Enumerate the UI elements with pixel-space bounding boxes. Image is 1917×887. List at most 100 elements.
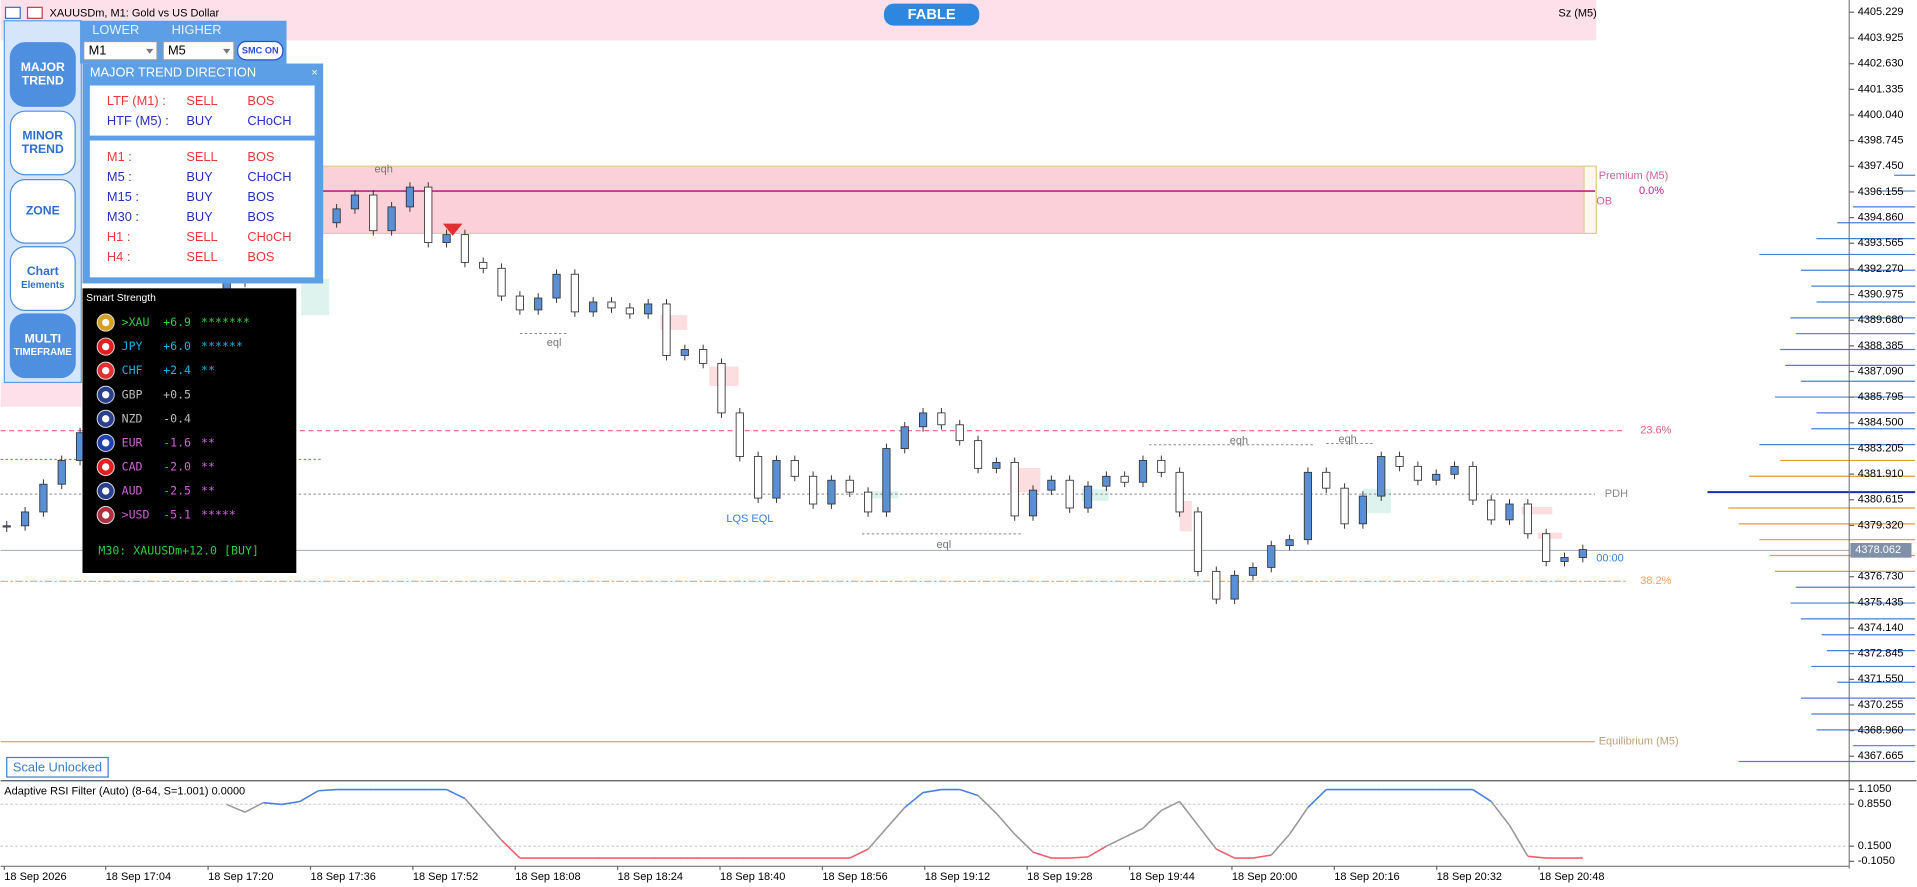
dropdown-arrow	[222, 48, 231, 54]
candle	[1028, 489, 1038, 517]
higher-select[interactable]	[162, 40, 235, 61]
volume-profile	[1707, 174, 1916, 763]
candle	[754, 456, 763, 499]
candle	[1395, 456, 1404, 467]
candle	[772, 460, 781, 499]
trend-structure: CHoCH	[247, 113, 291, 128]
candle	[1248, 566, 1258, 576]
trend-signal: BUY	[186, 209, 213, 224]
eq-lines	[0, 333, 1376, 535]
price-tick-label: 4380.615	[1858, 494, 1904, 506]
strength-stars: *****	[201, 508, 236, 522]
trend-title: MAJOR TREND DIRECTION	[90, 65, 256, 80]
indicator-segment	[464, 797, 484, 820]
trend-label: HTF (M5) :	[107, 113, 169, 128]
currency: CAD	[122, 459, 143, 473]
scale-button[interactable]	[6, 756, 109, 778]
scale-status: Scale Unlocked	[13, 759, 102, 774]
trend-summary	[89, 85, 315, 136]
strength-value: -2.0	[163, 459, 191, 473]
time-label: 18 Sep 19:44	[1130, 871, 1195, 883]
strength-value: +6.0	[163, 339, 191, 353]
candle	[332, 208, 341, 224]
annotation: eqh	[1338, 434, 1356, 446]
time-label: 18 Sep 20:48	[1539, 871, 1604, 883]
tab[interactable]: LOWER	[92, 22, 139, 37]
time-axis: 18 Sep 2026 18 Sep 17:04 18 Sep 17:20 18 Se…	[3, 866, 1604, 883]
premium-zone	[320, 165, 1597, 234]
chart-icon[interactable]	[26, 6, 43, 19]
candle	[1157, 460, 1166, 473]
sidebar-button[interactable]	[9, 42, 76, 107]
flag-center	[102, 463, 110, 471]
sidebar-button[interactable]	[9, 313, 76, 379]
level-label: 38.2%	[1640, 575, 1671, 587]
trend-timeframes	[89, 140, 315, 278]
candle	[955, 424, 964, 442]
level-label: Equilibrium (M5)	[1599, 736, 1679, 748]
price-tick-label: 4401.335	[1858, 83, 1904, 95]
annotation: eql	[937, 539, 952, 551]
price-tick-label: 4392.270	[1858, 263, 1904, 275]
indicator-segment	[849, 848, 869, 859]
trend-structure: CHoCH	[247, 229, 291, 244]
trend-signal: BUY	[186, 169, 213, 184]
price-tick-label: 4385.795	[1858, 391, 1904, 403]
candle	[1047, 479, 1056, 491]
current-price-tag	[1850, 543, 1912, 558]
candle	[1377, 456, 1386, 497]
indicator-segment	[1252, 854, 1272, 859]
annotation: 00:00	[1596, 552, 1623, 564]
sidebar-button[interactable]	[9, 246, 76, 311]
menu-icon[interactable]	[4, 6, 21, 19]
sidebar-button-label: Chart	[27, 264, 59, 278]
currency: GBP	[122, 387, 143, 401]
candle	[1468, 465, 1477, 501]
trend-label: LTF (M1) :	[107, 93, 166, 108]
price-tick-label: 4388.385	[1858, 340, 1904, 352]
indicator-tick-label: -0.1050	[1858, 855, 1895, 867]
strength-stars: **	[201, 435, 215, 449]
sidebar-button-label: TIMEFRAME	[14, 347, 73, 358]
candle	[1083, 485, 1093, 509]
indicator-segment	[482, 818, 503, 841]
candle	[1285, 539, 1294, 547]
fvg	[301, 278, 330, 316]
indicator-tick-label: 1.1050	[1858, 783, 1892, 795]
candle	[387, 206, 396, 232]
indicator-segment	[226, 803, 246, 813]
strength-value: -5.1	[163, 508, 191, 522]
trend-signal: SELL	[186, 149, 217, 164]
smc-toggle[interactable]	[237, 40, 284, 61]
close-button[interactable]: ×	[311, 67, 317, 79]
time-label: 18 Sep 18:24	[618, 871, 683, 883]
trend-label: M1 :	[107, 149, 132, 164]
current-price-label: 4378.062	[1855, 544, 1901, 556]
price-tick-label: 4402.630	[1858, 58, 1904, 70]
candle	[900, 426, 909, 449]
tab[interactable]: HIGHER	[172, 22, 222, 37]
candle	[1523, 503, 1532, 535]
candle	[515, 295, 524, 311]
price-tick-label: 4381.910	[1858, 468, 1904, 480]
strength-stars: *******	[201, 315, 250, 329]
candle	[369, 194, 378, 232]
annotation: eql	[547, 337, 562, 349]
sidebar-button[interactable]	[9, 178, 76, 244]
lower-select[interactable]	[83, 40, 158, 61]
candle	[1340, 487, 1349, 525]
strength-value: +0.5	[163, 387, 191, 401]
candle	[1138, 460, 1148, 483]
signal-arrow	[442, 223, 463, 236]
annotation: eqh	[1230, 435, 1248, 447]
trend-label: M15 :	[107, 189, 139, 204]
price-tick-label: 4371.550	[1858, 673, 1904, 685]
indicator-segment	[1087, 845, 1107, 858]
trend-signal: SELL	[186, 229, 217, 244]
candle	[1487, 499, 1496, 521]
sidebar-button[interactable]	[9, 110, 76, 176]
sidebar-button-label: MULTI	[25, 331, 61, 345]
strength-panel	[82, 288, 297, 574]
strength-stars: **	[201, 484, 215, 498]
